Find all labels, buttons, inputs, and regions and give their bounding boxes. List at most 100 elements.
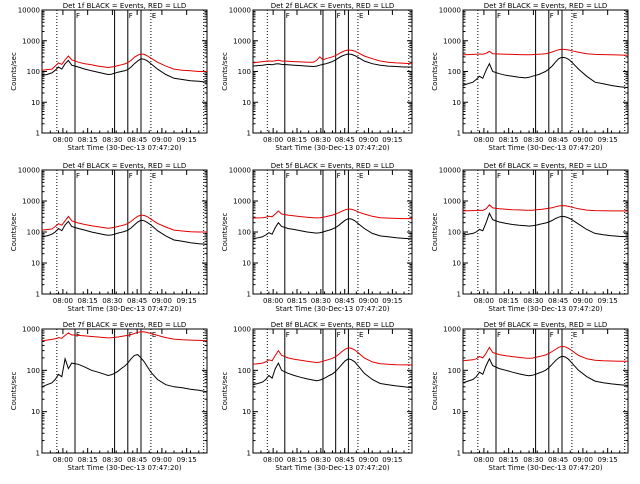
series-line-events	[462, 355, 629, 386]
axes-frame	[41, 328, 208, 454]
series-line-events	[41, 58, 208, 83]
y-tick-label: 1000	[443, 198, 461, 206]
panel-1: Det 1f BLACK = Events, RED = LLD 1 10 100 10…	[10, 2, 208, 152]
axes-frame	[252, 9, 413, 134]
x-tick-label: 08:15	[499, 136, 519, 144]
x-axis-label: Start Time (30-Dec-13 07:47:20)	[67, 464, 181, 472]
y-tick-label: 10000	[18, 7, 40, 15]
x-axis-label: Start Time (30-Dec-13 07:47:20)	[275, 305, 389, 313]
series-line-lld	[41, 331, 208, 342]
x-tick-label: 08:00	[474, 456, 494, 464]
flag-letter: E	[359, 172, 363, 180]
x-tick-label: 09:00	[152, 297, 172, 305]
y-tick-label: 10	[242, 99, 251, 107]
y-tick-label: 1000	[22, 37, 40, 45]
flag-letter: F	[337, 331, 341, 339]
series-line-events	[252, 358, 413, 389]
flag-letter: E	[152, 12, 156, 20]
y-tick-label: 10000	[18, 167, 40, 175]
flag-letter: F	[550, 331, 554, 339]
y-tick-label: 1	[457, 130, 461, 138]
series-line-lld	[41, 214, 207, 233]
x-axis-label: Start Time (30-Dec-13 07:47:20)	[275, 144, 389, 152]
panel-3: Det 3f BLACK = Events, RED = LLD 1 10 100 10…	[431, 2, 629, 152]
x-tick-label: 08:00	[53, 297, 73, 305]
x-tick-label: 08:45	[548, 136, 568, 144]
x-tick-label: 08:15	[499, 456, 519, 464]
x-tick-label: 08:00	[53, 136, 73, 144]
series-line-lld	[462, 48, 629, 56]
flag-letter: F	[497, 172, 501, 180]
x-tick-label: 09:15	[177, 297, 197, 305]
flag-letter: E	[573, 331, 577, 339]
x-tick-label: 08:30	[102, 297, 122, 305]
y-tick-label: 1000	[233, 326, 251, 334]
y-tick-label: 100	[238, 229, 251, 237]
x-tick-label: 09:15	[598, 136, 618, 144]
flag-letter: F	[286, 12, 290, 20]
flag-letter: F	[129, 12, 133, 20]
x-tick-label: 08:00	[474, 136, 494, 144]
x-tick-label: 08:15	[287, 456, 307, 464]
panel-title: Det 7f BLACK = Events, RED = LLD	[63, 321, 186, 329]
x-tick-label: 08:45	[127, 456, 147, 464]
x-tick-label: 09:00	[358, 456, 378, 464]
x-tick-label: 08:30	[102, 136, 122, 144]
y-axis-label: Counts/sec	[221, 372, 229, 411]
y-axis-label: Counts/sec	[431, 372, 439, 411]
y-tick-label: 100	[27, 367, 40, 375]
x-tick-label: 08:45	[335, 136, 355, 144]
series-line-lld	[252, 208, 412, 220]
panel-title: Det 5f BLACK = Events, RED = LLD	[271, 162, 394, 170]
panel-6: Det 6f BLACK = Events, RED = LLD 1 10 100 10…	[431, 162, 629, 313]
y-axis-label: Counts/sec	[10, 213, 18, 252]
y-axis-label: Counts/sec	[431, 52, 439, 91]
panel-title: Det 4f BLACK = Events, RED = LLD	[63, 162, 186, 170]
x-tick-label: 09:15	[177, 136, 197, 144]
x-tick-label: 09:00	[358, 297, 378, 305]
x-tick-label: 08:30	[523, 297, 543, 305]
y-tick-label: 10000	[229, 167, 251, 175]
y-tick-label: 10000	[439, 7, 461, 15]
x-tick-label: 09:15	[382, 297, 402, 305]
y-tick-label: 1000	[443, 326, 461, 334]
flag-letter: F	[286, 172, 290, 180]
flag-letter: E	[359, 12, 363, 20]
x-tick-label: 08:15	[78, 456, 98, 464]
y-tick-label: 10	[31, 408, 40, 416]
x-axis-label: Start Time (30-Dec-13 07:47:20)	[488, 464, 602, 472]
x-tick-label: 08:15	[78, 297, 98, 305]
x-tick-label: 09:00	[573, 136, 593, 144]
x-tick-label: 08:45	[127, 136, 147, 144]
panel-8: Det 8f BLACK = Events, RED = LLD 1 10 100 10…	[221, 321, 413, 472]
y-axis-label: Counts/sec	[221, 213, 229, 252]
y-tick-label: 100	[27, 68, 40, 76]
series-line-events	[462, 56, 629, 89]
series-line-events	[41, 219, 208, 245]
y-axis-label: Counts/sec	[10, 52, 18, 91]
x-tick-label: 09:00	[152, 136, 172, 144]
series-line-lld	[41, 53, 207, 72]
x-tick-label: 09:15	[382, 456, 402, 464]
x-axis-label: Start Time (30-Dec-13 07:47:20)	[275, 464, 389, 472]
flag-letter: E	[152, 331, 156, 339]
y-tick-label: 1000	[233, 37, 251, 45]
panel-5: Det 5f BLACK = Events, RED = LLD 1 10 100 10…	[221, 162, 413, 313]
y-axis-label: Counts/sec	[10, 372, 18, 411]
y-axis-label: Counts/sec	[221, 52, 229, 91]
x-tick-label: 08:00	[263, 456, 283, 464]
x-tick-label: 09:15	[598, 456, 618, 464]
flag-letter: F	[497, 12, 501, 20]
panel-4: Det 4f BLACK = Events, RED = LLD 1 10 100 10…	[10, 162, 208, 313]
series-line-lld	[252, 49, 413, 65]
x-tick-label: 09:15	[382, 136, 402, 144]
flag-letter: E	[359, 331, 363, 339]
flag-letter: E	[573, 12, 577, 20]
y-tick-label: 10	[242, 408, 251, 416]
flag-letter: F	[337, 172, 341, 180]
y-tick-label: 10	[242, 260, 251, 268]
y-tick-label: 1	[36, 130, 40, 138]
flag-letter: E	[573, 172, 577, 180]
y-tick-label: 10	[452, 99, 461, 107]
y-tick-label: 10000	[439, 167, 461, 175]
